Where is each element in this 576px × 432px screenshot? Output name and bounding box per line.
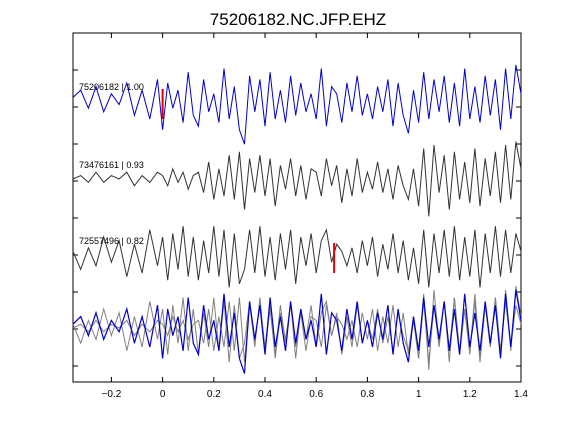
trace-line (72, 141, 522, 217)
x-tick-label: 0.4 (258, 389, 272, 400)
trace-label: 73476161 | 0.93 (79, 160, 144, 170)
trace-labels: 75206182 | 1.00 73476161 | 0.93 72557496 |… (79, 82, 144, 246)
x-tick-label: 0.6 (309, 389, 323, 400)
x-tick-label: 0.8 (360, 389, 374, 400)
plot-frame (72, 32, 522, 383)
trace-label: 72557496 | 0.82 (79, 236, 144, 246)
chart-title: 75206182.NC.JFP.EHZ (210, 10, 386, 29)
x-tick-label: −0.2 (102, 389, 122, 400)
trace-group (72, 64, 522, 374)
overlay-trace-line-primary (72, 289, 522, 374)
x-tick-label: 1 (416, 389, 422, 400)
x-tick-label: 1.4 (514, 389, 528, 400)
x-tick-label: 1.2 (463, 389, 477, 400)
pick-markers (161, 89, 336, 273)
trace-line (72, 226, 522, 288)
axis-ticks: −0.2 0 0.2 0.4 0.6 0.8 1 1.2 1.4 (73, 32, 528, 400)
x-tick-label: 0.2 (207, 389, 221, 400)
trace-line (72, 64, 522, 145)
x-tick-label: 0 (160, 389, 166, 400)
trace-label: 75206182 | 1.00 (79, 82, 144, 92)
overlay-trace-line (72, 297, 522, 363)
